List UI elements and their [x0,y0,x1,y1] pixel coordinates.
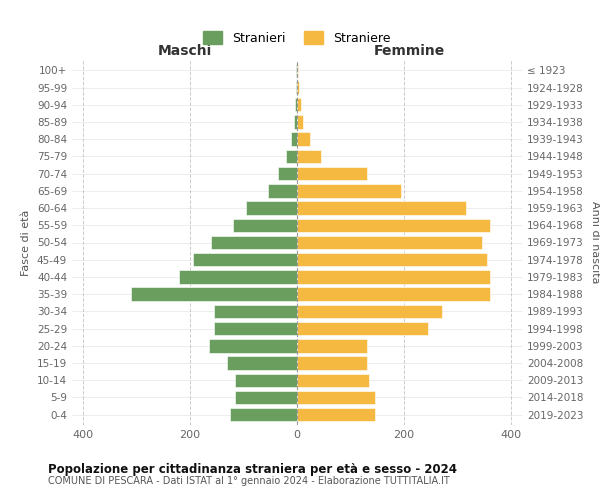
Bar [230,408,297,422]
Bar [297,116,304,128]
Bar [297,356,367,370]
Bar [297,253,487,266]
Bar [193,253,297,266]
Bar [211,236,297,249]
Bar [297,322,428,336]
Bar [235,374,297,387]
Bar [235,390,297,404]
Bar [297,288,490,301]
Bar [246,202,297,215]
Bar [131,288,297,301]
Bar [297,132,310,146]
Bar [209,339,297,352]
Bar [297,390,374,404]
Bar [297,202,466,215]
Bar [297,150,321,163]
Bar [295,98,297,112]
Bar [286,150,297,163]
Bar [290,132,297,146]
Bar [297,236,482,249]
Bar [297,64,298,77]
Bar [296,64,297,77]
Bar [297,184,401,198]
Bar [297,304,442,318]
Bar [297,408,374,422]
Bar [297,339,367,352]
Legend: Stranieri, Straniere: Stranieri, Straniere [199,26,395,50]
Text: Popolazione per cittadinanza straniera per età e sesso - 2024: Popolazione per cittadinanza straniera p… [48,462,457,475]
Bar [297,374,370,387]
Bar [179,270,297,283]
Bar [294,116,297,128]
Bar [297,218,490,232]
Bar [296,81,297,94]
Bar [297,81,299,94]
Bar [297,98,301,112]
Bar [214,304,297,318]
Bar [297,167,367,180]
Bar [268,184,297,198]
Y-axis label: Anni di nascita: Anni di nascita [590,201,600,284]
Bar [227,356,297,370]
Bar [233,218,297,232]
Bar [214,322,297,336]
Bar [297,270,490,283]
Text: Femmine: Femmine [374,44,445,59]
Y-axis label: Fasce di età: Fasce di età [22,210,31,276]
Bar [278,167,297,180]
Text: COMUNE DI PESCARA - Dati ISTAT al 1° gennaio 2024 - Elaborazione TUTTITALIA.IT: COMUNE DI PESCARA - Dati ISTAT al 1° gen… [48,476,450,486]
Text: Maschi: Maschi [157,44,212,59]
